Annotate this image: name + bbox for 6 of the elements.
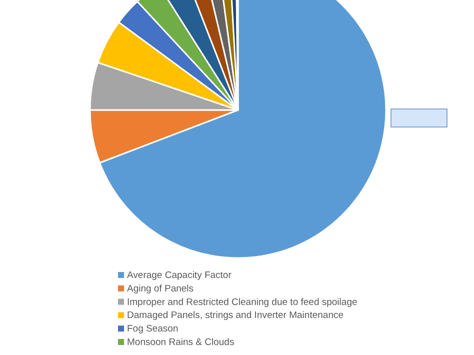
legend-label: Monsoon Rains & Clouds: [127, 337, 234, 348]
legend-label: Fog Season: [127, 324, 178, 335]
legend-label: Improper and Restricted Cleaning due to feed spoilage: [127, 296, 358, 308]
legend-label: Damaged Panels, strings and Inverter Maintenance: [127, 310, 344, 322]
legend-label: Average Capacity Factor: [127, 270, 232, 281]
legend-label: Aging of Panels: [127, 283, 194, 294]
